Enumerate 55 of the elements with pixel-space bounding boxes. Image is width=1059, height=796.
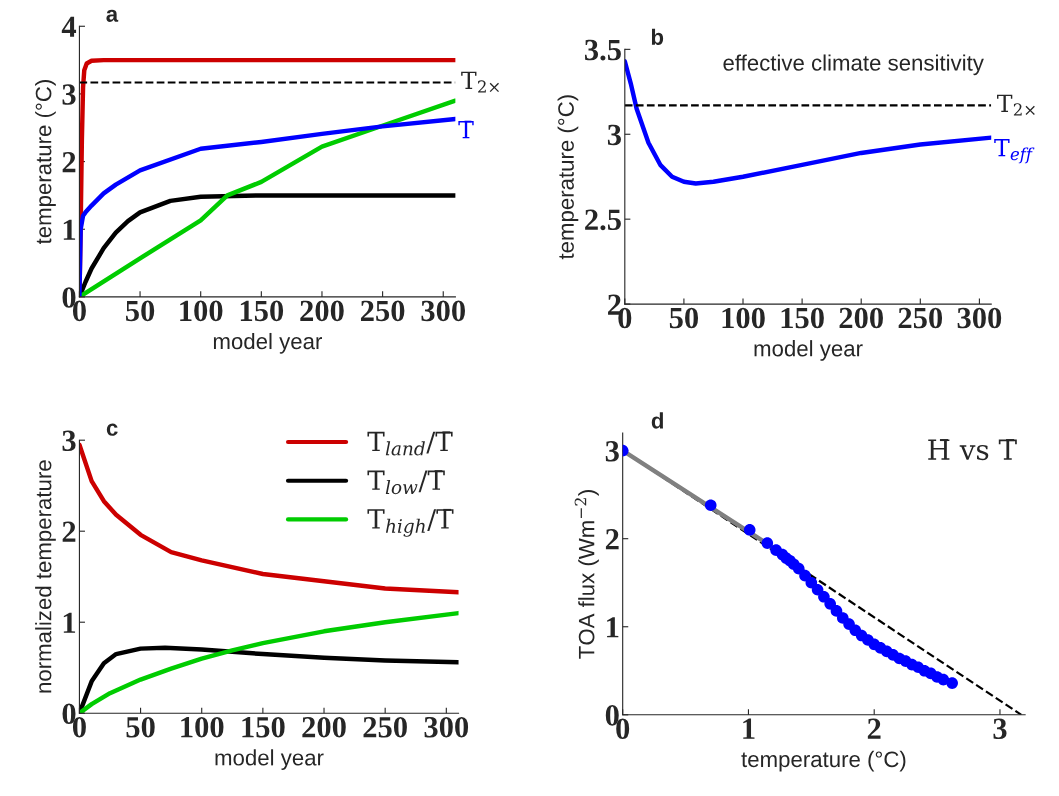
chart-title: b [651, 28, 664, 45]
y-tick-label: 4 [61, 16, 77, 37]
x-tick-label: 250 [898, 307, 943, 329]
y-tick-label: 1 [607, 617, 619, 638]
y-axis-title: normalized temperature [35, 460, 56, 693]
x-tick-label: 2 [867, 718, 881, 739]
x-tick-label: 300 [424, 716, 469, 738]
x-tick-label: 300 [421, 300, 465, 322]
legend-label: T$_{high}$/T̄ [367, 508, 454, 537]
y-tick-label: 3 [607, 124, 621, 146]
y-axis-title: temperature (°C) [35, 80, 56, 245]
ref-line-label: T$_{2×}$ [461, 71, 499, 93]
x-tick-label: 250 [360, 300, 405, 322]
series-label: T̄ [458, 120, 474, 139]
x-tick-label: 100 [722, 307, 765, 329]
y-axis-title: temperature (°C) [557, 95, 579, 260]
x-tick-label: 150 [240, 300, 284, 322]
y-tick-label: 2 [605, 529, 619, 550]
y-tick-label: 3 [605, 441, 619, 462]
x-axis-title: model year [754, 340, 863, 361]
y-tick-label: 3 [62, 430, 76, 452]
chart-title: d [651, 412, 663, 429]
legend-label: T$_{land}$/T̄ [367, 431, 453, 456]
x-tick-label: 150 [242, 716, 285, 738]
x-tick-label: 250 [363, 716, 407, 738]
x-tick-label: 200 [300, 300, 344, 322]
x-tick-label: 200 [839, 307, 883, 329]
x-tick-label: 300 [957, 307, 1002, 329]
y-tick-label: 1 [63, 219, 76, 240]
y-tick-label: 2 [62, 151, 76, 173]
x-tick-label: 200 [302, 716, 346, 738]
x-tick-label: 1 [743, 718, 755, 739]
series-label: T$_{eff}$ [994, 139, 1035, 164]
y-tick-label: 2.5 [585, 209, 621, 231]
x-tick-label: 100 [180, 300, 223, 322]
x-tick-label: 3 [993, 718, 1007, 740]
chart-title: a [106, 9, 119, 22]
x-tick-label: 50 [126, 300, 155, 322]
x-tick-label: 50 [669, 307, 699, 329]
ref-line-label: T$_{2×}$ [997, 94, 1035, 116]
y-tick-label: 1 [63, 612, 76, 633]
x-axis-title: model year [215, 749, 324, 770]
y-axis-title: TOA flux (Wm$^{−2}$) [574, 490, 599, 659]
x-tick-label: 50 [126, 716, 155, 738]
y-tick-label: 2 [62, 521, 76, 542]
x-tick-label: 100 [181, 716, 224, 738]
x-axis-title: temperature (°C) [741, 750, 906, 772]
y-tick-label: 3 [62, 84, 76, 105]
annotation: H̄ vs T̄ [928, 439, 1017, 461]
annotation: effective climate sensitivity [723, 54, 984, 76]
x-tick-label: 150 [781, 307, 824, 329]
chart-title: c [106, 423, 118, 436]
legend-label: T$_{low}$/T̄ [367, 470, 445, 495]
y-tick-label: 3.5 [584, 39, 621, 61]
x-axis-title: model year [213, 332, 322, 354]
